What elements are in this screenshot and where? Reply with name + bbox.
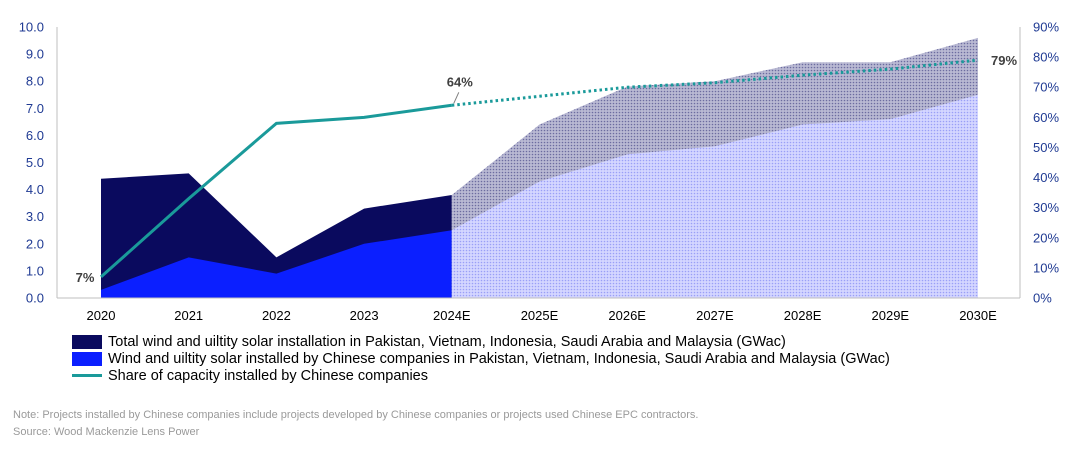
y-left-tick-label: 2.0 — [26, 236, 44, 251]
legend-swatch-share — [72, 374, 102, 377]
x-tick-label: 2021 — [174, 308, 203, 323]
x-tick-label: 2029E — [872, 308, 910, 323]
y-left-tick-label: 0.0 — [26, 291, 44, 306]
x-tick-label: 2020 — [87, 308, 116, 323]
y-right-tick-label: 20% — [1033, 230, 1059, 245]
y-right-tick-label: 70% — [1033, 80, 1059, 95]
x-tick-label: 2027E — [696, 308, 734, 323]
annotation-label: 7% — [76, 270, 95, 285]
y-right-tick-label: 80% — [1033, 50, 1059, 65]
annotation-leader — [453, 92, 460, 104]
y-right-tick-label: 90% — [1033, 20, 1059, 35]
area-chinese-historical — [101, 230, 452, 298]
x-tick-label: 2023 — [350, 308, 379, 323]
combo-chart: 0.0 1.0 2.0 3.0 4.0 5.0 6.0 7.0 8.0 9.0 10.0 0% 10% 2… — [19, 20, 1060, 324]
x-tick-label: 2022 — [262, 308, 291, 323]
x-tick-label: 2030E — [959, 308, 997, 323]
x-tick-label: 2028E — [784, 308, 822, 323]
y-right-tick-label: 0% — [1033, 291, 1052, 306]
x-tick-label: 2026E — [608, 308, 646, 323]
y-left-tick-label: 6.0 — [26, 128, 44, 143]
legend-swatch-chinese — [72, 351, 102, 366]
footnote-source: Source: Wood Mackenzie Lens Power — [13, 426, 200, 438]
x-tick-label: 2024E — [433, 308, 471, 323]
legend-label-total: Total wind and uiltity solar installatio… — [108, 333, 786, 350]
annotation-label: 79% — [991, 53, 1017, 68]
legend-item-chinese: Wind and uiltity solar installed by Chin… — [72, 350, 890, 367]
y-left-tick-label: 3.0 — [26, 209, 44, 224]
y-left-tick-label: 1.0 — [26, 263, 44, 278]
legend-label-share: Share of capacity installed by Chinese c… — [108, 367, 428, 384]
y-left-tick-label: 8.0 — [26, 74, 44, 89]
y-right-tick-label: 50% — [1033, 140, 1059, 155]
legend-swatch-total — [72, 334, 102, 349]
y-left-tick-label: 10.0 — [19, 20, 44, 35]
y-left-tick-label: 4.0 — [26, 182, 44, 197]
legend-item-share: Share of capacity installed by Chinese c… — [72, 367, 890, 384]
y-right-tick-label: 40% — [1033, 170, 1059, 185]
y-right-tick-label: 10% — [1033, 260, 1059, 275]
annotation-label: 64% — [447, 74, 473, 89]
y-left-tick-label: 7.0 — [26, 101, 44, 116]
y-right-tick-label: 60% — [1033, 110, 1059, 125]
footnote-note: Note: Projects installed by Chinese comp… — [13, 409, 699, 421]
y-left-tick-label: 9.0 — [26, 47, 44, 62]
legend: Total wind and uiltity solar installatio… — [72, 333, 890, 384]
legend-item-total: Total wind and uiltity solar installatio… — [72, 333, 890, 350]
area-chinese-forecast — [451, 94, 978, 298]
legend-label-chinese: Wind and uiltity solar installed by Chin… — [108, 350, 890, 367]
y-left-tick-label: 5.0 — [26, 155, 44, 170]
x-tick-label: 2025E — [521, 308, 559, 323]
y-right-tick-label: 30% — [1033, 200, 1059, 215]
